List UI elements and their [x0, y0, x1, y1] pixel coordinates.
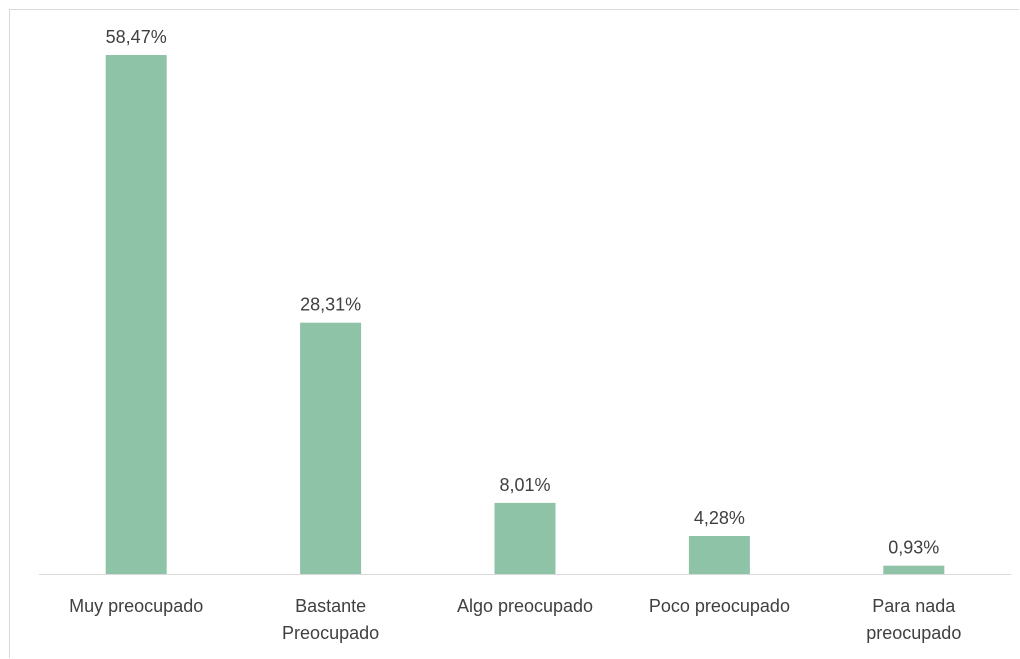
category-label-3: Algo preocupado: [457, 596, 593, 616]
data-label-3: 8,01%: [499, 475, 550, 495]
category-label-line: Poco preocupado: [649, 596, 790, 616]
category-labels-group: Muy preocupado Bastante Preocupado Algo pre…: [69, 596, 961, 643]
data-label-5: 0,93%: [888, 538, 939, 558]
bar-5: [883, 565, 945, 574]
category-label-line: Bastante: [295, 596, 366, 616]
chart-frame: [9, 9, 1019, 658]
bars-group: [105, 55, 945, 574]
category-label-4: Poco preocupado: [649, 596, 790, 616]
category-label-2: Bastante Preocupado: [282, 596, 379, 643]
category-label-5: Para nada preocupado: [866, 596, 961, 643]
category-label-line: Para nada: [872, 596, 956, 616]
data-label-4: 4,28%: [694, 508, 745, 528]
category-label-line: preocupado: [866, 623, 961, 643]
category-label-line: Muy preocupado: [69, 596, 203, 616]
bar-2: [300, 322, 362, 574]
data-label-1: 58,47%: [106, 27, 167, 47]
category-label-line: Preocupado: [282, 623, 379, 643]
bar-4: [688, 536, 750, 574]
bar-1: [105, 55, 167, 574]
category-label-1: Muy preocupado: [69, 596, 203, 616]
data-label-2: 28,31%: [300, 295, 361, 315]
bar-3: [494, 502, 556, 574]
value-labels-group: 58,47% 28,31% 8,01% 4,28% 0,93%: [106, 27, 940, 558]
category-label-line: Algo preocupado: [457, 596, 593, 616]
